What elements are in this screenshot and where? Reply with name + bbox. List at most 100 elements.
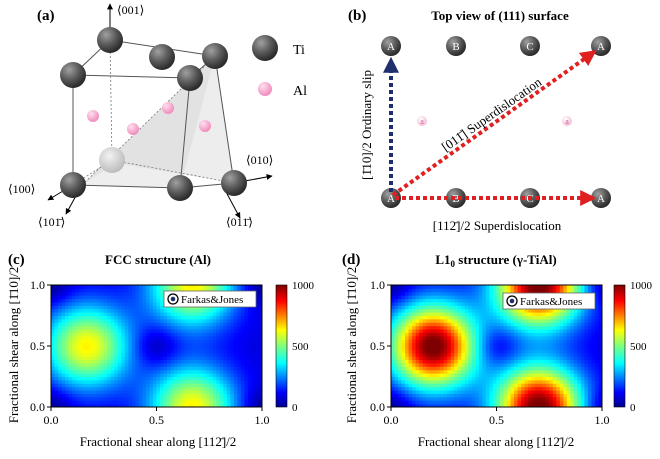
heatmap-cell (110, 295, 115, 300)
heatmap-cell (205, 352, 210, 357)
heatmap-cell (163, 383, 168, 388)
heatmap-cell (549, 325, 554, 330)
heatmap-cell (566, 352, 571, 357)
heatmap-cell (485, 356, 490, 361)
heatmap-cell (577, 315, 582, 320)
heatmap-cell (68, 295, 73, 300)
heatmap-cell (475, 305, 480, 310)
heatmap-cell (100, 329, 105, 333)
heatmap-cell (482, 396, 487, 401)
heatmap-cell (160, 379, 165, 384)
heatmap-cell (587, 383, 592, 388)
heatmap-cell (587, 390, 592, 394)
heatmap-cell (500, 301, 505, 306)
heatmap-cell (440, 322, 445, 327)
heatmap-cell (219, 379, 224, 384)
heatmap-cell (68, 369, 73, 374)
heatmap-cell (443, 379, 448, 384)
heatmap-cell (563, 322, 568, 327)
heatmap-cell (535, 362, 540, 367)
heatmap-cell (247, 400, 252, 405)
heatmap-cell (584, 400, 589, 405)
heatmap-cell (542, 386, 547, 391)
heatmap-cell (226, 403, 231, 408)
heatmap-cell (152, 390, 157, 394)
heatmap-cell (549, 366, 554, 371)
heatmap-cell (570, 400, 575, 405)
heatmap-cell (258, 356, 263, 361)
heatmap-cell (573, 339, 578, 344)
heatmap-cell (152, 400, 157, 405)
heatmap-cell (188, 356, 193, 361)
heatmap-cell (167, 332, 172, 337)
heatmap-cell (496, 359, 501, 364)
heatmap-cell (65, 379, 70, 384)
heatmap-cell (170, 329, 175, 333)
axis-01-1-label: ⟨011̄⟩ (226, 215, 253, 229)
heatmap-cell (528, 359, 533, 364)
heatmap-cell (464, 356, 469, 361)
heatmap-cell (436, 379, 441, 384)
heatmap-cell (545, 369, 550, 374)
heatmap-cell (54, 291, 59, 296)
heatmap-cell (591, 362, 596, 367)
heatmap-cell (163, 315, 168, 320)
heatmap-cell (138, 346, 143, 350)
heatmap-cell (128, 373, 133, 377)
heatmap-cell (237, 335, 242, 340)
heatmap-cell (216, 329, 221, 333)
heatmap-cell (79, 339, 84, 344)
heatmap-cell (195, 359, 200, 364)
heatmap-cell (538, 315, 543, 320)
heatmap-cell (598, 383, 603, 388)
heatmap-cell (79, 376, 84, 381)
heatmap-cell (482, 295, 487, 300)
heatmap-cell (54, 318, 59, 323)
heatmap-cell (531, 403, 536, 408)
heatmap-cell (450, 305, 455, 310)
heatmap-cell (152, 396, 157, 401)
heatmap-cell (563, 376, 568, 381)
heatmap-cell (580, 349, 585, 354)
heatmap-cell (131, 295, 136, 300)
heatmap-cell (443, 403, 448, 408)
heatmap-cell (93, 359, 98, 364)
heatmap-cell (426, 308, 431, 313)
heatmap-cell (556, 369, 561, 374)
heatmap-cell (191, 396, 196, 401)
heatmap-cell (398, 400, 403, 405)
heatmap-cell (521, 403, 526, 408)
heatmap-cell (433, 312, 438, 316)
heatmap-cell (68, 359, 73, 364)
heatmap-cell (79, 369, 84, 374)
heatmap-cell (429, 383, 434, 388)
heatmap-cell (93, 322, 98, 327)
heatmap-cell (422, 386, 427, 391)
heatmap-cell (419, 379, 424, 384)
heatmap-cell (93, 356, 98, 361)
heatmap-cell (450, 288, 455, 293)
heatmap-cell (563, 403, 568, 408)
heatmap-cell (549, 356, 554, 361)
heatmap-cell (237, 376, 242, 381)
heatmap-cell (258, 308, 263, 313)
heatmap-cell (131, 305, 136, 310)
heatmap-cell (163, 342, 168, 347)
heatmap-cell (145, 349, 150, 354)
heatmap-cell (103, 349, 108, 354)
heatmap-cell (258, 400, 263, 405)
heatmap-cell (391, 393, 396, 398)
heatmap-cell (419, 285, 424, 289)
heatmap-cell (482, 386, 487, 391)
heatmap-cell (96, 393, 101, 398)
heatmap-cell (72, 312, 77, 316)
heatmap-cell (86, 359, 91, 364)
heatmap-cell (500, 318, 505, 323)
heatmap-cell (212, 322, 217, 327)
heatmap-cell (149, 332, 154, 337)
heatmap-cell (79, 335, 84, 340)
heatmap-cell (535, 393, 540, 398)
heatmap-cell (552, 325, 557, 330)
heatmap-cell (156, 346, 161, 350)
